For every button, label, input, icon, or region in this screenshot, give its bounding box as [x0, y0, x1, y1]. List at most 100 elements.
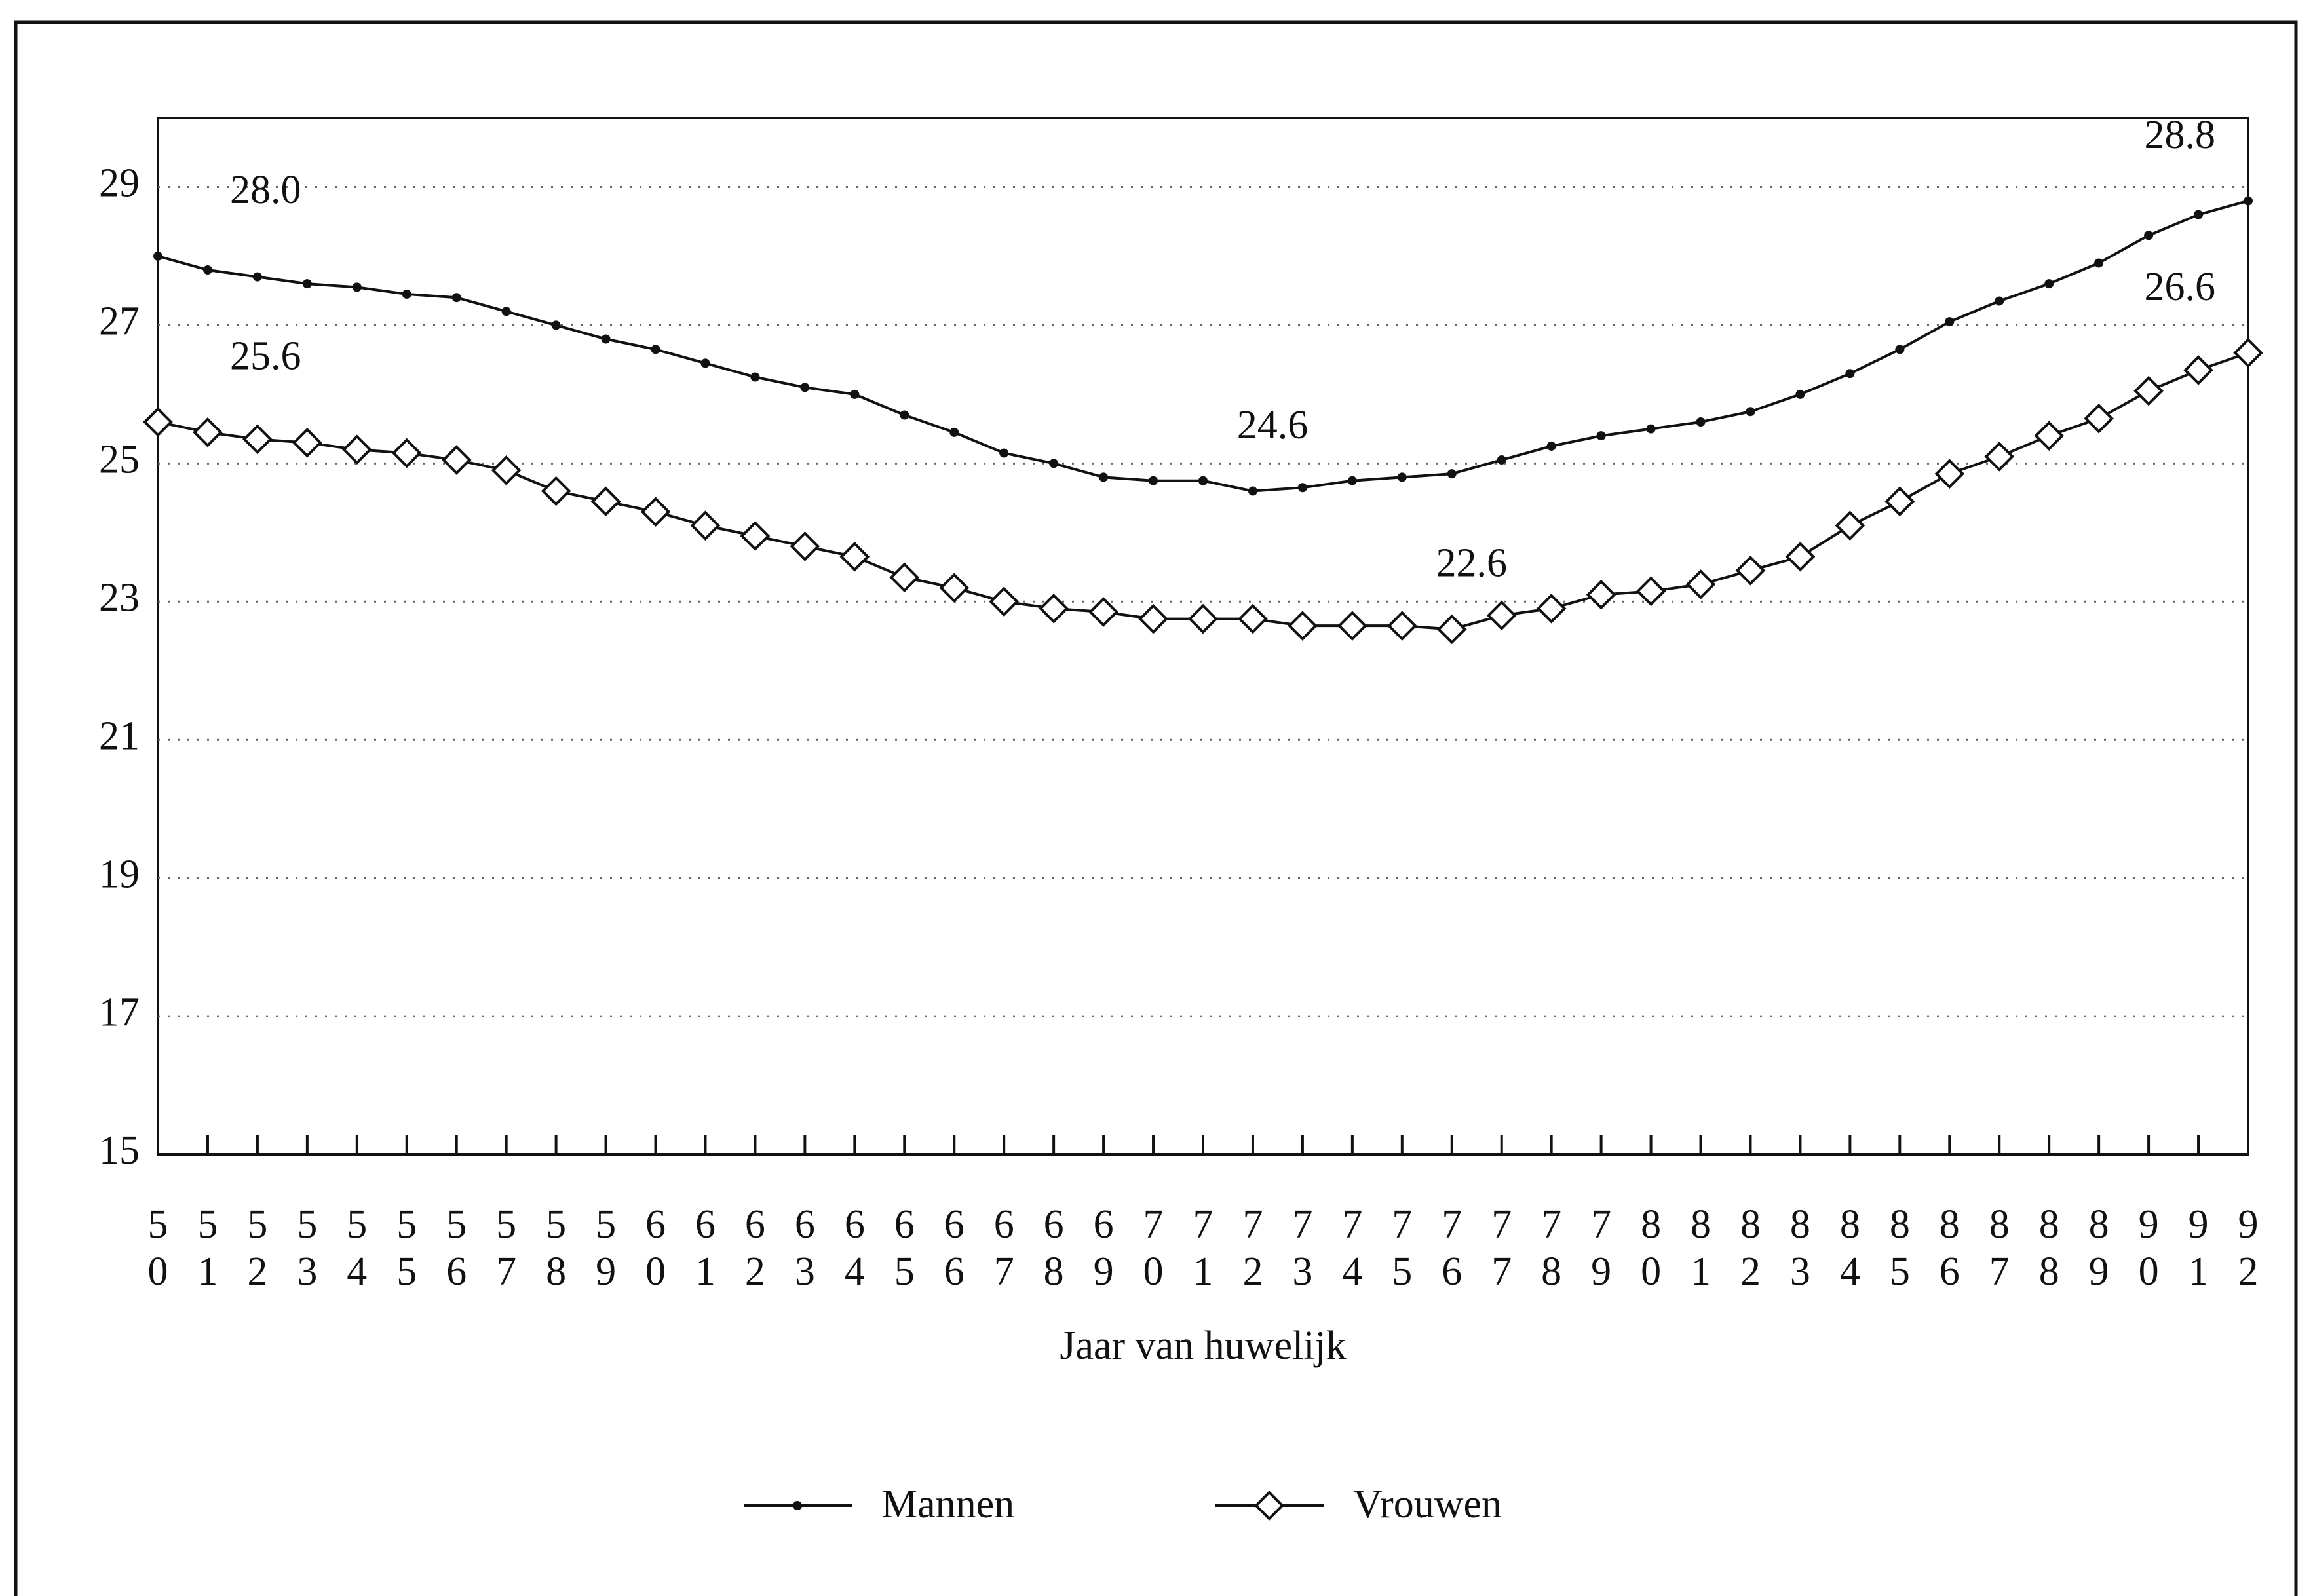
data-point — [302, 279, 312, 289]
data-point — [451, 293, 461, 303]
y-tick-label: 25 — [99, 438, 140, 482]
data-point — [193, 417, 223, 447]
x-tick-label: 78 — [1529, 1202, 1574, 1297]
data-point — [949, 427, 959, 437]
data-point — [2084, 403, 2114, 434]
data-point — [352, 282, 362, 292]
legend-label: Mannen — [881, 1482, 1014, 1527]
data-point — [1486, 600, 1517, 631]
data-point — [2094, 258, 2104, 268]
data-label: 25.6 — [230, 333, 301, 378]
data-point — [939, 573, 970, 603]
x-tick-label: 57 — [484, 1202, 529, 1297]
x-axis-label: Jaar van huwelijk — [1060, 1323, 1346, 1368]
data-point — [391, 438, 422, 468]
series-line — [157, 351, 2249, 631]
x-tick-label: 74 — [1330, 1202, 1375, 1297]
x-tick-label: 79 — [1579, 1202, 1624, 1297]
data-point — [1646, 424, 1656, 434]
data-point — [402, 289, 411, 299]
x-tick-label: 75 — [1380, 1202, 1424, 1297]
x-tick-label: 77 — [1480, 1202, 1524, 1297]
data-point — [541, 476, 571, 506]
data-point — [1835, 510, 1865, 541]
x-tick-label: 81 — [1679, 1202, 1723, 1297]
data-label: 26.6 — [2145, 265, 2216, 309]
data-point — [601, 334, 611, 344]
x-tick-label: 54 — [335, 1202, 379, 1297]
data-label: 28.0 — [230, 168, 301, 212]
legend-marker — [1254, 1491, 1284, 1521]
data-point — [850, 389, 860, 399]
x-tick-label: 83 — [1778, 1202, 1822, 1297]
data-point — [1337, 611, 1367, 641]
data-point — [2244, 196, 2253, 206]
data-point — [1586, 579, 1616, 610]
data-point — [341, 434, 372, 465]
data-point — [1049, 459, 1059, 468]
data-point — [491, 455, 522, 485]
data-point — [1288, 611, 1318, 641]
x-tick-label: 58 — [534, 1202, 579, 1297]
data-point — [1795, 389, 1805, 399]
x-tick-label: 56 — [434, 1202, 479, 1297]
data-point — [2183, 355, 2213, 385]
data-label: 28.8 — [2145, 113, 2216, 157]
data-point — [1536, 593, 1567, 624]
legend-marker — [793, 1501, 802, 1510]
data-point — [640, 497, 671, 527]
data-point — [153, 251, 162, 261]
data-point — [2233, 337, 2263, 368]
data-point — [590, 486, 621, 517]
data-point — [2133, 375, 2164, 406]
x-tick-label: 59 — [584, 1202, 628, 1297]
x-tick-label: 62 — [733, 1202, 777, 1297]
data-point — [1188, 603, 1218, 634]
data-point — [202, 265, 212, 275]
data-point — [1845, 369, 1855, 379]
data-point — [551, 320, 561, 330]
data-point — [690, 510, 721, 541]
x-tick-label: 80 — [1629, 1202, 1673, 1297]
data-point — [750, 372, 760, 382]
x-tick-label: 63 — [782, 1202, 827, 1297]
x-tick-label: 55 — [385, 1202, 429, 1297]
data-point — [1635, 576, 1666, 607]
data-point — [900, 410, 909, 420]
data-label: 22.6 — [1436, 541, 1508, 586]
x-tick-label: 61 — [683, 1202, 727, 1297]
x-tick-label: 51 — [185, 1202, 230, 1297]
data-point — [2144, 231, 2154, 240]
data-point — [242, 424, 273, 455]
y-tick-label: 21 — [99, 713, 140, 758]
data-point — [501, 307, 511, 316]
x-tick-label: 84 — [1827, 1202, 1872, 1297]
y-tick-label: 15 — [99, 1128, 140, 1173]
data-point — [839, 541, 870, 572]
data-point — [1099, 472, 1109, 482]
data-point — [1149, 476, 1158, 485]
x-tick-label: 92 — [2226, 1202, 2270, 1297]
data-point — [441, 445, 472, 475]
data-point — [1088, 597, 1118, 627]
data-point — [1546, 441, 1556, 451]
y-tick-label: 23 — [99, 576, 140, 620]
data-point — [1198, 476, 1208, 485]
data-point — [1785, 541, 1816, 572]
data-point — [1238, 603, 1268, 634]
data-point — [989, 586, 1020, 617]
x-tick-label: 72 — [1231, 1202, 1275, 1297]
data-point — [1746, 407, 1755, 417]
data-point — [1039, 593, 1069, 624]
x-tick-label: 91 — [2176, 1202, 2221, 1297]
x-tick-label: 53 — [285, 1202, 330, 1297]
x-tick-label: 52 — [235, 1202, 280, 1297]
data-point — [1945, 317, 1955, 327]
data-point — [800, 383, 810, 392]
x-tick-label: 65 — [882, 1202, 927, 1297]
data-point — [651, 345, 660, 354]
data-point — [1447, 469, 1457, 479]
data-point — [1895, 345, 1905, 354]
x-tick-label: 89 — [2076, 1202, 2121, 1297]
